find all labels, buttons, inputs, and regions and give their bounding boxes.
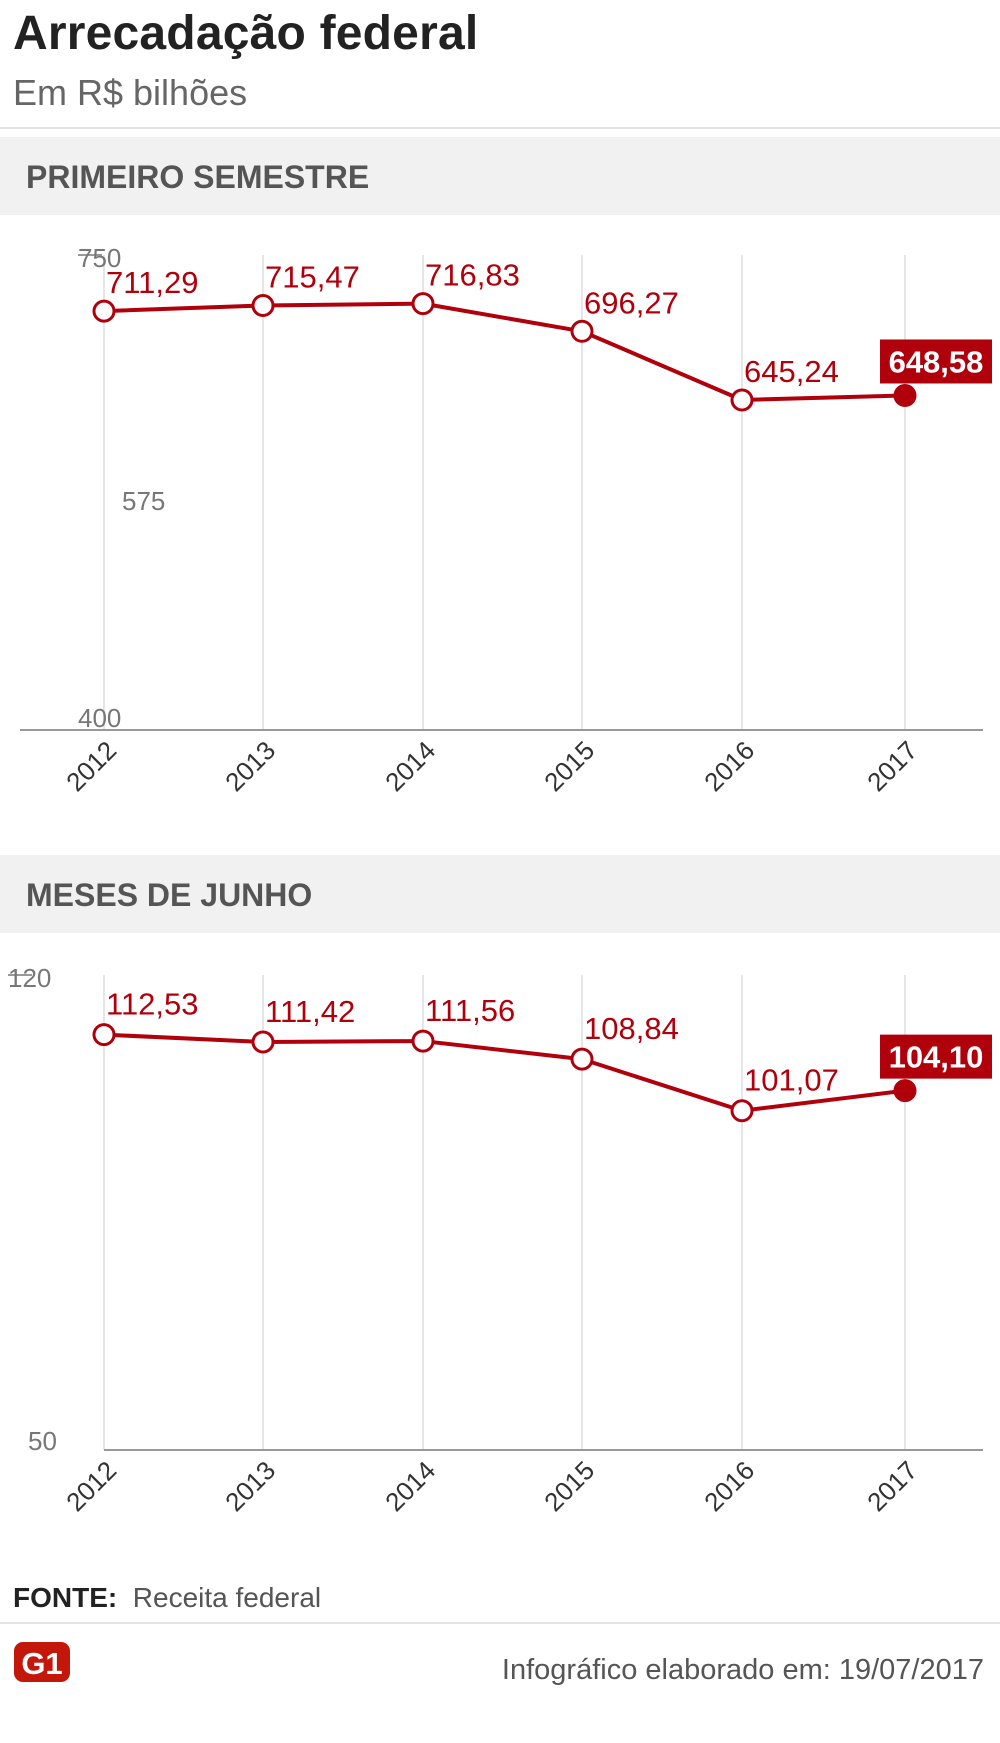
data-label-2013: 111,42: [265, 994, 355, 1029]
data-label-2016: 101,07: [744, 1063, 839, 1098]
data-point-2017: [893, 1079, 917, 1103]
x-tick-label: 2016: [698, 735, 760, 797]
source-note: FONTE: Receita federal: [13, 1582, 321, 1614]
y-tick-label: 120: [8, 963, 51, 993]
series-line: [103, 301, 906, 402]
chart-subtitle: Em R$ bilhões: [13, 72, 248, 113]
credit-note: Infográfico elaborado em: 19/07/2017: [501, 1654, 984, 1686]
section-band-primeiro-semestre: PRIMEIRO SEMESTRE: [0, 137, 1000, 215]
data-point-2015: [570, 319, 594, 343]
x-tick-label: 2012: [60, 1455, 122, 1517]
section-title: MESES DE JUNHO: [26, 877, 313, 913]
footer-divider: [0, 1622, 1000, 1624]
x-tick-label: 2017: [861, 735, 923, 797]
data-label-2015: 696,27: [584, 285, 679, 320]
g1-logo-text: G1: [21, 1646, 62, 1681]
data-label-2016: 645,24: [744, 354, 839, 389]
data-label-2017: 648,58: [889, 344, 984, 379]
data-point-2012: [92, 1023, 116, 1047]
data-point-2016: [730, 1099, 754, 1123]
data-label-2012: 112,53: [106, 987, 199, 1022]
y-tick-label: 50: [28, 1426, 57, 1456]
x-tick-label: 2014: [379, 735, 441, 797]
x-tick-label: 2015: [538, 735, 600, 797]
y-tick-label: 575: [122, 486, 165, 516]
data-label-2013: 715,47: [265, 259, 360, 294]
data-point-2014: [411, 1029, 435, 1053]
data-point-2013: [251, 293, 275, 317]
x-tick-label: 2012: [60, 735, 122, 797]
chart-title: Arrecadação federal: [13, 7, 479, 60]
g1-logo: G1: [14, 1642, 70, 1682]
series-line: [103, 1032, 906, 1113]
source-value: Receita federal: [132, 1582, 322, 1613]
highlight-label-box: [880, 339, 992, 384]
header-divider: [0, 127, 1000, 129]
data-label-2014: 716,83: [425, 258, 520, 293]
highlight-label-box: [880, 1034, 992, 1079]
data-point-2014: [411, 292, 435, 316]
y-tick-label: 400: [78, 703, 121, 733]
y-tick-label: 750: [78, 243, 121, 273]
data-point-2017: [893, 383, 917, 407]
section-title: PRIMEIRO SEMESTRE: [26, 159, 370, 195]
data-point-2015: [570, 1047, 594, 1071]
x-tick-label: 2015: [538, 1455, 600, 1517]
data-point-2013: [251, 1030, 275, 1054]
x-tick-label: 2017: [861, 1455, 923, 1517]
data-label-2014: 111,56: [425, 993, 515, 1028]
data-point-2012: [92, 299, 116, 323]
x-tick-label: 2014: [379, 1455, 441, 1517]
x-tick-label: 2016: [698, 1455, 760, 1517]
section-band-meses-de-junho: MESES DE JUNHO: [0, 855, 1000, 933]
data-label-2012: 711,29: [106, 265, 199, 300]
data-label-2015: 108,84: [584, 1011, 679, 1046]
data-point-2016: [730, 388, 754, 412]
x-tick-label: 2013: [219, 1455, 281, 1517]
source-label: FONTE:: [13, 1582, 118, 1613]
data-label-2017: 104,10: [889, 1040, 984, 1075]
x-tick-label: 2013: [219, 735, 281, 797]
